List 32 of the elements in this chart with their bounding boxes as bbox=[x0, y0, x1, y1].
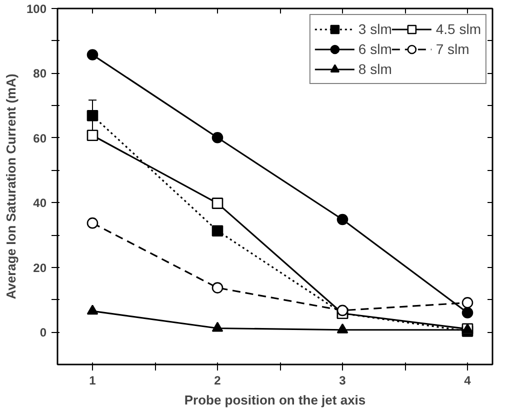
legend-label: 4.5 slm bbox=[436, 21, 481, 37]
x-axis-title: Probe position on the jet axis bbox=[184, 392, 366, 408]
y-tick-label: 100 bbox=[26, 2, 47, 16]
x-tick-label: 3 bbox=[339, 374, 346, 388]
y-tick-label: 20 bbox=[33, 260, 47, 275]
x-tick-label: 1 bbox=[89, 374, 96, 388]
point bbox=[86, 130, 98, 142]
point bbox=[462, 297, 474, 308]
y-tick-label: 0 bbox=[40, 326, 47, 340]
point bbox=[212, 198, 224, 209]
y-tick-label: 60 bbox=[33, 131, 47, 146]
point bbox=[212, 322, 224, 332]
point bbox=[86, 49, 98, 60]
point bbox=[86, 110, 98, 122]
y-axis-title: Average Ion Saturation Current (mA) bbox=[3, 74, 18, 300]
y-tick-label: 80 bbox=[33, 66, 47, 81]
legend-label: 8 slm bbox=[358, 61, 392, 77]
legend-label: 3 slm bbox=[358, 21, 392, 37]
legend-label: 7 slm bbox=[436, 41, 470, 57]
legend-label: 6 slm bbox=[358, 41, 392, 57]
x-tick-label: 2 bbox=[214, 374, 222, 388]
point bbox=[336, 323, 348, 334]
y-tick-label: 40 bbox=[33, 196, 47, 210]
x-tick-label: 4 bbox=[464, 374, 472, 388]
point bbox=[336, 214, 348, 226]
point bbox=[336, 304, 348, 316]
point bbox=[212, 282, 224, 294]
point bbox=[212, 225, 224, 236]
point bbox=[212, 132, 224, 144]
point bbox=[86, 217, 98, 229]
point bbox=[462, 307, 474, 318]
point bbox=[86, 304, 98, 315]
